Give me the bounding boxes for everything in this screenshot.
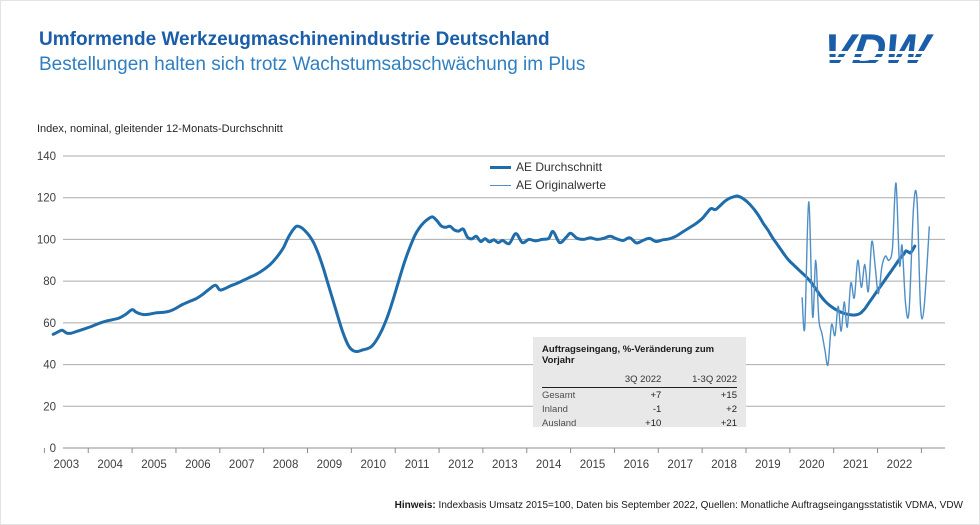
svg-text:2015: 2015 [580,459,606,471]
legend-entry-durchschnitt: AE Durchschnitt [490,158,606,176]
svg-text:2004: 2004 [97,459,123,471]
svg-text:140: 140 [37,151,56,163]
svg-text:0: 0 [50,443,56,455]
logo-stripe [817,51,949,54]
column-header-3q: 3Q 2022 [599,373,662,388]
row-label: Inland [542,403,568,415]
page-subtitle: Bestellungen halten sich trotz Wachstums… [39,54,586,75]
series-ae-originalwerte [801,182,930,367]
svg-text:2006: 2006 [185,459,211,471]
svg-text:2005: 2005 [141,459,167,471]
svg-text:2018: 2018 [711,459,737,471]
vdw-logo: VDW [817,24,949,76]
table-row: Ausland +10 +21 [542,416,737,430]
legend-label: AE Durchschnitt [516,160,603,174]
logo-stripe [817,68,949,71]
svg-text:2020: 2020 [799,459,825,471]
logo-stripe [817,63,949,66]
svg-text:60: 60 [43,318,56,330]
value-cell: +10 [645,417,662,429]
svg-text:40: 40 [43,360,56,372]
svg-text:120: 120 [37,193,56,205]
svg-text:2012: 2012 [448,459,474,471]
svg-text:2007: 2007 [229,459,255,471]
column-header-1-3q: 1-3Q 2022 [661,373,737,388]
table-row: Inland -1 +2 [542,402,737,416]
source-note: Hinweis: Indexbasis Umsatz 2015=100, Dat… [395,500,963,511]
axis-title: Index, nominal, gleitender 12-Monats-Dur… [37,123,283,135]
inset-table-title: Auftragseingang, %-Veränderung zum Vorja… [542,344,715,366]
x-axis-labels: 2003 2004 2005 2006 2007 2008 2009 2010 2011 2012… [54,459,913,471]
svg-text:2011: 2011 [405,459,430,471]
y-axis-labels: 0 20 40 60 80 100 120 140 [37,151,56,455]
value-cell: +15 [720,389,737,401]
gridlines [63,155,945,449]
legend-label: AE Originalwerte [516,178,607,192]
empty-header-cell [542,373,600,388]
table-header-row: 3Q 2022 1-3Q 2022 [542,373,737,388]
value-cell: +7 [650,389,662,401]
row-label: Ausland [542,417,577,429]
svg-text:2014: 2014 [536,459,562,471]
x-axis-ticks [43,448,922,453]
chart-legend: AE Durchschnitt AE Originalwerte [490,158,606,194]
value-cell: +21 [720,417,737,429]
source-note-label: Hinweis: [394,500,436,511]
svg-text:2022: 2022 [887,459,913,471]
svg-text:2021: 2021 [843,459,869,471]
thin-line-swatch [490,184,511,186]
svg-text:2010: 2010 [360,459,386,471]
thick-line-swatch [490,165,511,169]
svg-text:2013: 2013 [492,459,518,471]
svg-text:2008: 2008 [273,459,299,471]
inset-table: Auftragseingang, %-Veränderung zum Vorja… [533,337,746,430]
svg-text:100: 100 [37,234,56,246]
source-note-text: Indexbasis Umsatz 2015=100, Daten bis Se… [435,500,963,511]
svg-text:2009: 2009 [317,459,343,471]
page-title: Umformende Werkzeugmaschinenindustrie De… [39,29,550,50]
value-cell: -1 [652,403,662,415]
logo-stripe [817,57,949,60]
header: Umformende Werkzeugmaschinenindustrie De… [39,27,585,78]
row-label: Gesamt [542,389,576,401]
order-intake-table: 3Q 2022 1-3Q 2022 Gesamt +7 +15 Inland -… [542,373,737,430]
svg-text:20: 20 [43,401,56,413]
svg-text:80: 80 [43,276,56,288]
svg-text:2016: 2016 [624,459,650,471]
value-cell: +2 [726,403,737,415]
legend-entry-originalwerte: AE Originalwerte [490,176,606,194]
series-ae-durchschnitt [51,194,917,354]
svg-text:2017: 2017 [667,459,693,471]
table-row: Gesamt +7 +15 [542,388,737,403]
svg-text:2003: 2003 [54,459,80,471]
svg-text:2019: 2019 [755,459,781,471]
